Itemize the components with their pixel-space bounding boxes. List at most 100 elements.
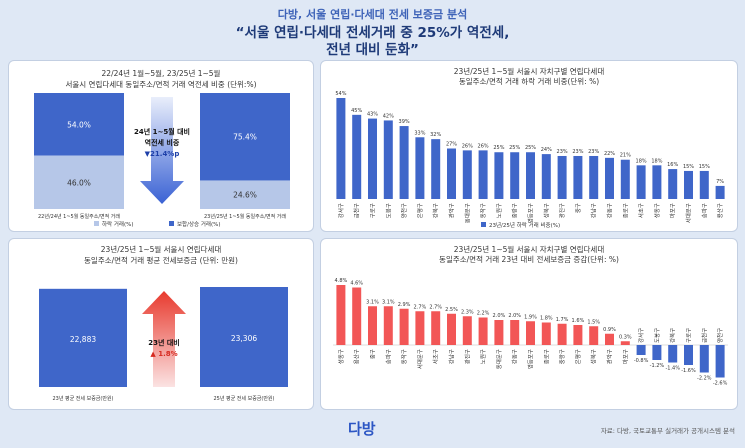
bar xyxy=(200,287,288,387)
category-label: 금천구 xyxy=(353,203,361,218)
bar xyxy=(336,98,346,199)
data-label: 23% xyxy=(572,149,583,155)
category-label: 강동구 xyxy=(512,349,519,364)
category-label: 동작구 xyxy=(401,349,408,364)
category-label: 관악구 xyxy=(448,203,456,218)
data-label: 2.3% xyxy=(461,309,474,315)
data-label: 2.0% xyxy=(508,313,521,319)
legend-label: 23년/25년 하락 거래 비중(%) xyxy=(489,221,560,229)
category-label: 서초구 xyxy=(432,349,440,364)
category-label: 성북구 xyxy=(542,203,550,218)
data-label: 0.9% xyxy=(603,327,616,333)
category-label: 23년 평균 전세 보증금(만원) xyxy=(52,395,113,402)
data-label: 25% xyxy=(493,145,504,151)
chart-title-line1: 23년/25년 1~5월 서울시 자치구별 연립다세대 xyxy=(453,245,605,254)
district-deposit-change-panel: 23년/25년 1~5월 서울시 자치구별 연립다세대 동일주소/면적 거래 2… xyxy=(320,238,738,410)
category-label: 서대문구 xyxy=(685,203,693,223)
category-label: 동작구 xyxy=(480,203,487,218)
bar xyxy=(605,333,614,345)
chart-title-line2: 동일주소/면적 거래 23년 대비 전세보증금 증감(단위: %) xyxy=(439,255,619,264)
bar xyxy=(715,185,725,199)
data-label: 43% xyxy=(367,112,378,118)
category-label: 동대문구 xyxy=(495,349,503,369)
data-label: -1.2% xyxy=(650,363,665,369)
data-label: 23% xyxy=(588,149,599,155)
bar xyxy=(478,150,488,199)
data-label: 15% xyxy=(699,164,710,170)
category-label: 광진구 xyxy=(463,349,471,364)
chart-title-line1: 23년/25년 1~5월 서울시 연립다세대 xyxy=(100,245,222,254)
deposit-change-chart: 4.8% 성동구 4.6% 용산구 3.1% 중구 3.1% 송파구 2.9% 동작구 2.7% 서대… xyxy=(333,278,728,387)
category-label: 23년/25년 1~5월 동일주소/면적 거래 xyxy=(204,213,286,220)
category-label: 강남구 xyxy=(448,349,456,364)
data-label: 1.9% xyxy=(524,314,537,320)
bar-segment-decline xyxy=(34,155,124,209)
category-label: 광진구 xyxy=(558,203,566,218)
bar xyxy=(589,155,599,199)
bar xyxy=(668,169,678,199)
category-label: 성동구 xyxy=(337,349,345,364)
bar xyxy=(462,150,472,199)
category-label: 구로구 xyxy=(686,328,693,343)
annotation-text: 역전세 비중 xyxy=(145,138,180,147)
category-label: 용산구 xyxy=(353,349,361,364)
dabang-logo: 다방 xyxy=(348,420,376,438)
legend-label: 하락 거래(%) xyxy=(102,220,134,228)
category-label: 노원구 xyxy=(479,349,487,364)
category-label: 도봉구 xyxy=(385,203,392,218)
bar xyxy=(699,345,709,373)
bar xyxy=(652,345,662,360)
bar xyxy=(415,311,425,345)
data-label: 27% xyxy=(446,142,457,148)
chart-title-line1: 23년/25년 1~5월 서울시 자치구별 연립다세대 xyxy=(453,67,605,76)
data-label: -1.4% xyxy=(665,366,680,372)
category-label: 중랑구 xyxy=(512,203,519,218)
data-label: 7% xyxy=(716,179,724,185)
reverse-jeonse-share-panel: 22/24년 1월~5월, 23/25년 1~5월 서울시 연립다세대 동일주소… xyxy=(8,60,314,232)
district-share-chart: 54% 강서구 45% 금천구 43% 구로구 42% 도봉구 39% 양천구 33% 은평구 32% 강… xyxy=(335,91,725,229)
category-label: 강동구 xyxy=(607,203,614,218)
category-label: 서대문구 xyxy=(416,349,424,369)
bar xyxy=(684,170,693,199)
decline-arrow xyxy=(140,97,184,204)
bar xyxy=(352,114,362,199)
category-label: 강서구 xyxy=(637,328,645,343)
category-label: 도봉구 xyxy=(654,328,661,343)
bar-segment-decline xyxy=(200,180,290,209)
category-label: 강서구 xyxy=(337,203,345,218)
category-label: 양천구 xyxy=(400,203,408,218)
bar xyxy=(39,288,127,387)
bar xyxy=(541,322,551,345)
legend-swatch xyxy=(481,222,486,227)
average-deposit-panel: 23년/25년 1~5월 서울시 연립다세대 동일주소/면적 거래 평균 전세보… xyxy=(8,238,314,410)
data-label: 2.2% xyxy=(477,311,490,317)
data-label: -1.6% xyxy=(681,368,696,374)
bar xyxy=(494,320,504,345)
bar xyxy=(573,325,583,345)
bar xyxy=(526,152,535,199)
data-label: 2.5% xyxy=(445,307,458,313)
data-label: 75.4% xyxy=(233,133,257,142)
category-label: 마포구 xyxy=(621,349,629,364)
bar-segment-stable xyxy=(200,93,290,181)
bar xyxy=(684,345,693,365)
bar xyxy=(368,306,377,345)
category-label: 종로구 xyxy=(543,349,550,364)
data-label: 23% xyxy=(557,149,568,155)
data-label: 4.8% xyxy=(335,278,348,284)
chart-title-line2: 동일주소/면적 거래 하락 거래 비중(단위: %) xyxy=(458,77,600,86)
category-label: 영등포구 xyxy=(527,349,535,369)
bar-segment-stable xyxy=(34,93,124,156)
annotation-value: ▲ 1.8% xyxy=(150,350,177,358)
bar xyxy=(399,126,409,199)
category-label: 성북구 xyxy=(590,349,598,364)
report-title-line2: 전년 대비 둔화” xyxy=(326,42,419,58)
category-label: 은평구 xyxy=(575,349,582,364)
data-label: 24.6% xyxy=(233,191,257,200)
district-decline-share-panel: 23년/25년 1~5월 서울시 자치구별 연립다세대 동일주소/면적 거래 하… xyxy=(320,60,738,232)
bar xyxy=(510,152,520,199)
bar xyxy=(431,139,441,199)
bar xyxy=(526,321,535,345)
bar xyxy=(605,157,614,199)
annotation-text: 24년 1~5월 대비 xyxy=(134,127,190,136)
